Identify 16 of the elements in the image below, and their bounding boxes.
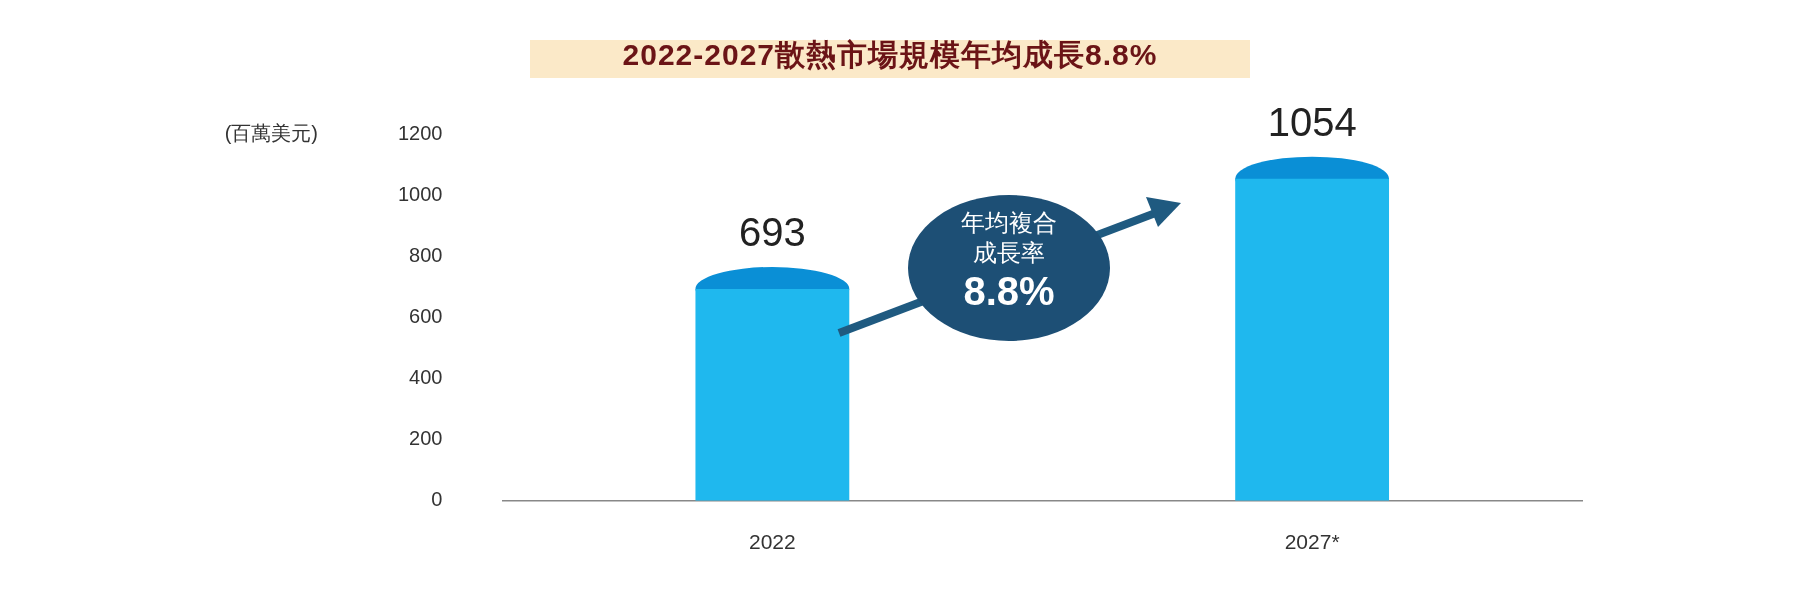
y-tick-label: 1200: [397, 121, 443, 144]
y-tick-label: 0: [431, 488, 443, 511]
y-tick-label: 800: [409, 243, 443, 266]
annotation: 8.8%: [962, 268, 1056, 314]
annotation: 成長率: [972, 238, 1046, 268]
y-tick-label: 200: [409, 427, 443, 450]
y-axis-title: (百萬美元): [224, 121, 318, 144]
x-tick-label: 2022: [749, 530, 796, 554]
chart-title: 2022-2027散熱市場規模年均成長8.8%: [530, 38, 1250, 78]
y-tick-label: 600: [409, 304, 443, 327]
x-tick-label: 2027*: [1284, 530, 1340, 554]
data-label: 1054: [1267, 99, 1357, 144]
annotation: 年均複合: [960, 208, 1058, 238]
data-label: 693: [738, 210, 806, 254]
y-tick-label: 1000: [397, 182, 443, 205]
y-tick-label: 400: [409, 366, 443, 389]
